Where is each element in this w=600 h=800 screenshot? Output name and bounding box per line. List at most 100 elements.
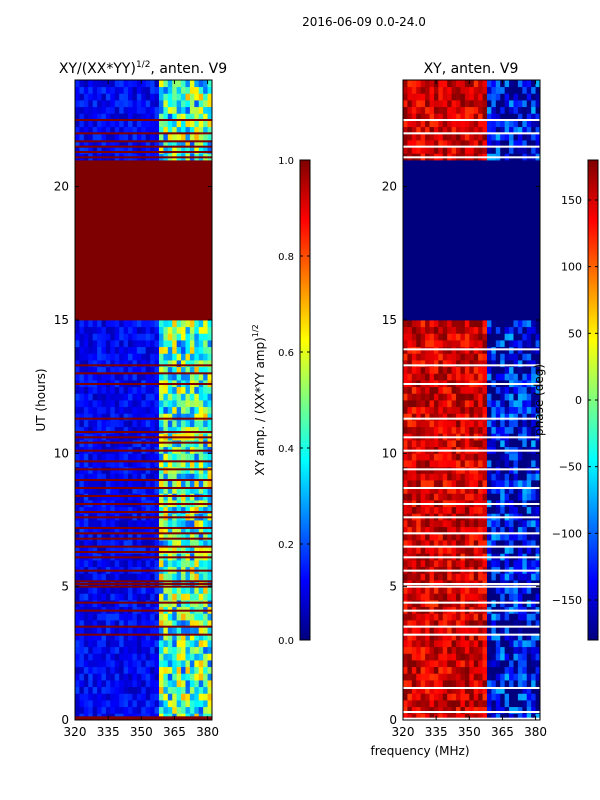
phase-heatmap-cell [460,420,466,428]
amplitude-heatmap-cell [75,613,80,621]
amplitude-heatmap-cell [79,373,85,381]
amplitude-y-axis-label: UT (hours) [34,368,48,431]
amplitude-heatmap-cell [83,266,89,274]
amplitude-heatmap-cell [97,640,102,648]
phase-heatmap-cell [425,626,430,634]
phase-heatmap-cell [411,333,417,341]
phase-heatmap-cell [486,493,492,501]
phase-heatmap-cell [500,573,506,581]
amplitude-heatmap-cell [181,546,186,554]
amplitude-heatmap-cell [79,686,85,694]
amplitude-heatmap-cell [119,300,125,308]
amplitude-heatmap-cell [105,406,111,414]
phase-heatmap-cell [531,313,536,321]
amplitude-heatmap-cell [176,400,182,408]
amplitude-heatmap-cell [88,340,94,348]
amplitude-heatmap-cell [79,126,85,134]
amplitude-heatmap-cell [150,400,155,408]
amplitude-heatmap-cell [150,326,155,334]
amplitude-heatmap-cell [167,560,173,568]
phase-heatmap-cell [416,460,422,468]
phase-heatmap-cell [486,560,492,568]
phase-heatmap-cell [442,360,448,368]
amplitude-heatmap-cell [114,106,120,114]
amplitude-heatmap-cell [105,133,111,141]
phase-heatmap-cell [403,320,408,328]
amplitude-heatmap-cell [163,686,169,694]
amplitude-heatmap-cell [163,186,169,194]
amplitude-heatmap-cell [128,693,133,701]
phase-heatmap-cell [500,526,506,534]
phase-heatmap-cell [442,586,448,594]
amplitude-heatmap-cell [189,626,195,634]
phase-heatmap-cell [469,313,475,321]
amplitude-heatmap-cell [119,320,125,328]
amplitude-heatmap-cell [207,120,212,128]
amplitude-heatmap-cell [136,273,142,281]
phase-heatmap-cell [464,686,470,694]
amplitude-heatmap-cell [97,686,102,694]
phase-heatmap-cell [526,540,532,548]
amplitude-heatmap-cell [75,680,80,688]
amplitude-heatmap-cell [75,266,80,274]
amplitude-heatmap-cell [128,546,133,554]
phase-heatmap-cell [478,560,483,568]
phase-heatmap-cell [469,320,475,328]
amplitude-heatmap-cell [181,160,186,168]
amplitude-heatmap-cell [185,200,191,208]
amplitude-heatmap-cell [207,180,212,188]
amplitude-heatmap-cell [79,453,85,461]
amplitude-heatmap-cell [92,680,98,688]
amplitude-heatmap-cell [189,546,195,554]
amplitude-heatmap-cell [181,453,186,461]
amplitude-heatmap-cell [97,100,102,108]
amplitude-heatmap-cell [141,113,147,121]
amplitude-heatmap-cell [92,266,98,274]
amplitude-heatmap-cell [145,386,151,394]
phase-heatmap-cell [473,586,479,594]
phase-heatmap-cell [442,613,448,621]
amplitude-heatmap-cell [176,206,182,214]
amplitude-heatmap-cell [203,540,208,548]
amplitude-heatmap-cell [163,540,169,548]
phase-heatmap-cell [425,326,430,334]
phase-heatmap-cell [482,320,488,328]
amplitude-colorbar-label-main: XY amp. / (XX*YY amp) [253,337,267,475]
amplitude-heatmap-cell [198,326,204,334]
phase-heatmap-cell [460,340,466,348]
amplitude-heatmap-cell [119,166,125,174]
amplitude-heatmap-cell [163,140,169,148]
amplitude-heatmap-cell [141,293,147,301]
amplitude-heatmap-cell [150,333,155,341]
amplitude-colorbar-tick-label: 0.4 [278,444,294,455]
amplitude-heatmap-cell [110,266,116,274]
amplitude-heatmap-cell [194,293,200,301]
phase-heatmap-cell [469,393,475,401]
phase-heatmap-cell [451,700,457,708]
phase-heatmap-cell [526,713,532,720]
phase-heatmap-cell [513,706,519,714]
phase-heatmap-cell [456,460,461,468]
phase-heatmap-cell [416,393,422,401]
phase-heatmap-cell [513,586,519,594]
amplitude-heatmap-cell [101,700,107,708]
phase-heatmap-cell [478,546,483,554]
phase-heatmap-cell [517,326,523,334]
phase-heatmap-cell [473,493,479,501]
amplitude-heatmap-cell [203,146,208,154]
phase-heatmap-cell [535,493,540,501]
phase-heatmap-cell [522,360,528,368]
amplitude-heatmap-cell [189,700,195,708]
amplitude-heatmap-cell [105,413,111,421]
amplitude-heatmap-cell [83,160,89,168]
phase-heatmap-cell [442,386,448,394]
amplitude-heatmap-cell [158,180,164,188]
amplitude-heatmap-cell [141,106,147,114]
amplitude-heatmap-cell [83,660,89,668]
amplitude-heatmap-cell [154,180,160,188]
amplitude-heatmap-cell [123,366,129,374]
phase-heatmap-cell [509,440,514,448]
amplitude-heatmap-cell [101,666,107,674]
phase-heatmap-cell [500,520,506,528]
phase-heatmap-cell [456,413,461,421]
